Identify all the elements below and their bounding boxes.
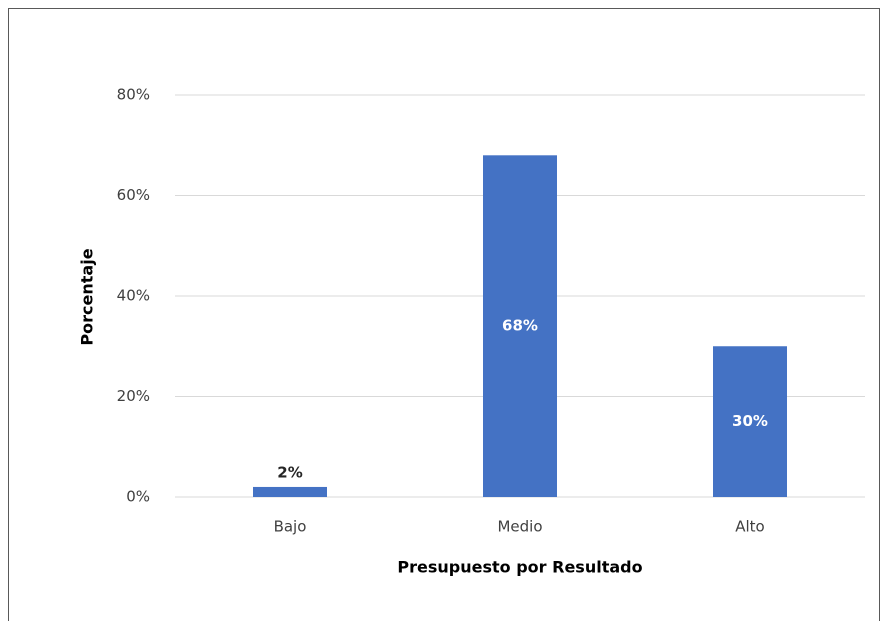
- bar: [253, 486, 327, 497]
- y-axis-title: Porcentaje: [78, 248, 97, 345]
- bar: [483, 155, 557, 498]
- x-tick-label: Bajo: [274, 518, 307, 536]
- x-tick-label: Alto: [735, 518, 765, 536]
- data-label: 68%: [502, 317, 538, 335]
- chart-border: [8, 8, 880, 621]
- y-tick-label: 60%: [117, 186, 150, 204]
- x-axis-title: Presupuesto por Resultado: [397, 558, 642, 577]
- data-label: 2%: [277, 463, 302, 481]
- data-label: 30%: [732, 412, 768, 430]
- bar: [713, 346, 787, 497]
- y-tick-label: 40%: [117, 287, 150, 305]
- y-tick-label: 20%: [117, 387, 150, 405]
- y-tick-label: 0%: [126, 488, 150, 506]
- x-tick-label: Medio: [497, 518, 542, 536]
- y-tick-label: 80%: [117, 86, 150, 104]
